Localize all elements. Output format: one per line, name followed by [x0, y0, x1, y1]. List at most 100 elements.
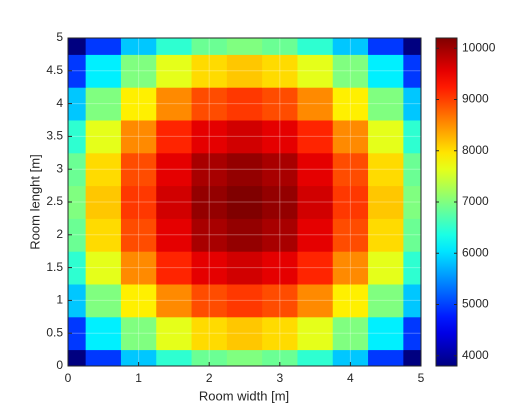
- heat-cell: [85, 152, 122, 187]
- heat-cell: [332, 54, 369, 88]
- heat-cell: [156, 152, 193, 187]
- heat-cell: [403, 152, 421, 187]
- heat-cell: [368, 54, 404, 88]
- heat-cell: [368, 38, 404, 55]
- heat-cell: [332, 152, 369, 187]
- heat-cell: [156, 316, 193, 351]
- heat-cell: [403, 38, 421, 55]
- heat-cell: [68, 316, 87, 351]
- y-tick-label: 3.5: [46, 129, 63, 143]
- heat-cell: [191, 218, 228, 252]
- heat-cell: [85, 349, 122, 366]
- heat-cell: [403, 87, 421, 121]
- heat-cell: [226, 284, 263, 318]
- heat-cell: [368, 87, 404, 121]
- heat-cell: [120, 152, 157, 187]
- heat-cell: [368, 284, 404, 318]
- heat-cell: [85, 316, 122, 351]
- heat-cell: [226, 218, 263, 252]
- heat-cell: [332, 38, 369, 55]
- colorbar-tick-label: 8000: [462, 143, 489, 157]
- heat-cell: [120, 54, 157, 88]
- heat-cell: [403, 316, 421, 351]
- x-tick-label: 1: [135, 371, 142, 385]
- heat-cell: [191, 38, 228, 55]
- heat-cell: [297, 152, 334, 187]
- y-tick-label: 1: [56, 293, 63, 307]
- heat-cell: [368, 251, 404, 285]
- heat-cell: [68, 38, 87, 55]
- heat-cell: [85, 185, 122, 219]
- y-tick-label: 4: [56, 96, 63, 110]
- heat-cell: [368, 152, 404, 187]
- heat-cell: [85, 38, 122, 55]
- heat-cell: [403, 185, 421, 219]
- heat-cell: [403, 218, 421, 252]
- heat-cell: [332, 284, 369, 318]
- heat-cell: [85, 218, 122, 252]
- heat-cell: [68, 218, 87, 252]
- heat-cell: [191, 316, 228, 351]
- x-tick-label: 3: [276, 371, 283, 385]
- heat-cell: [403, 120, 421, 154]
- colorbar-tick-label: 10000: [462, 40, 496, 54]
- heat-cell: [297, 120, 334, 154]
- heat-cell: [403, 349, 421, 366]
- heat-cell: [120, 284, 157, 318]
- heat-cell: [156, 87, 193, 121]
- heat-cell: [191, 251, 228, 285]
- heat-cell: [262, 284, 298, 318]
- y-tick-label: 0.5: [46, 325, 63, 339]
- heat-cell: [297, 251, 334, 285]
- heat-cell: [226, 349, 263, 366]
- heatmap-cells: [68, 38, 421, 366]
- heat-cell: [156, 54, 193, 88]
- heat-cell: [368, 316, 404, 351]
- heat-cell: [120, 185, 157, 219]
- heat-cell: [85, 284, 122, 318]
- heat-cell: [68, 120, 87, 154]
- heat-cell: [68, 87, 87, 121]
- axes: 0 1 2 3 4 5 0 0.5 1 1.5 2 2.5 3 3.5 4 4.5 5 4000 5000 6000 7…: [46, 30, 495, 385]
- colorbar-tick-label: 9000: [462, 92, 489, 106]
- heat-cell: [297, 38, 334, 55]
- heat-cell: [85, 251, 122, 285]
- heat-cell: [226, 120, 263, 154]
- heat-cell: [191, 185, 228, 219]
- y-tick-label: 0: [56, 358, 63, 372]
- heat-cell: [191, 54, 228, 88]
- heat-cell: [332, 87, 369, 121]
- heat-cell: [332, 349, 369, 366]
- heat-cell: [156, 251, 193, 285]
- y-tick-label: 2.5: [46, 194, 63, 208]
- heat-cell: [262, 316, 298, 351]
- heat-cell: [297, 185, 334, 219]
- colorbar-tick-label: 7000: [462, 194, 489, 208]
- heat-cell: [226, 87, 263, 121]
- heat-cell: [68, 54, 87, 88]
- heat-cell: [120, 120, 157, 154]
- heat-cell: [120, 218, 157, 252]
- heat-cell: [297, 54, 334, 88]
- y-axis-label: Room lenght [m]: [27, 154, 42, 249]
- heat-cell: [68, 349, 87, 366]
- heat-cell: [226, 152, 263, 187]
- heat-cell: [120, 87, 157, 121]
- heat-cell: [368, 218, 404, 252]
- x-tick-label: 0: [65, 371, 72, 385]
- x-axis-label: Room width [m]: [199, 388, 289, 403]
- heat-cell: [120, 251, 157, 285]
- heat-cell: [368, 120, 404, 154]
- heat-cell: [156, 284, 193, 318]
- heat-cell: [120, 38, 157, 55]
- heat-cell: [332, 218, 369, 252]
- heat-cell: [156, 38, 193, 55]
- heat-cell: [68, 185, 87, 219]
- heat-cell: [297, 349, 334, 366]
- y-tick-label: 4.5: [46, 63, 63, 77]
- heat-cell: [226, 251, 263, 285]
- heat-cell: [262, 349, 298, 366]
- heat-cell: [191, 120, 228, 154]
